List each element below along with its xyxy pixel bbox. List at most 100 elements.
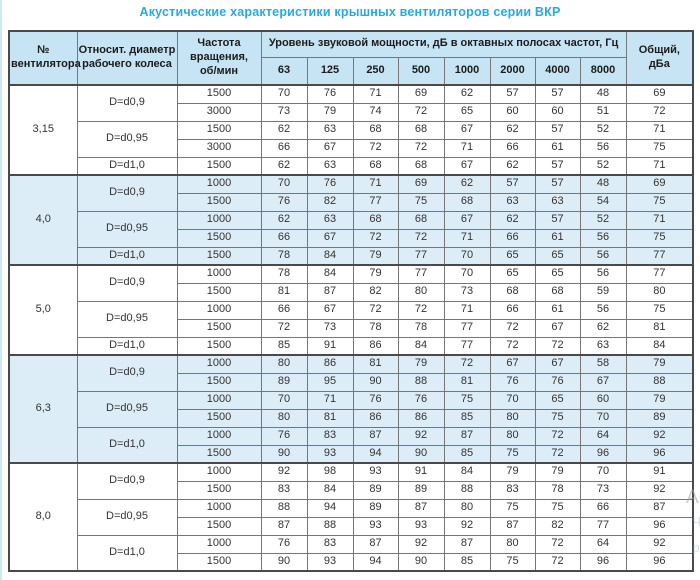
level-cell-250hz: 93 <box>352 462 399 482</box>
total-dba-cell: 96 <box>625 444 694 464</box>
level-cell-1000hz: 80 <box>443 498 491 518</box>
level-cell-1000hz: 77 <box>443 336 491 356</box>
level-cell-2000hz: 67 <box>489 354 536 374</box>
table-row: 1500 89 95 90 88 81 76 76 67 88 <box>9 372 694 392</box>
total-dba-cell: 77 <box>625 264 694 284</box>
level-cell-250hz: 87 <box>352 426 399 446</box>
level-cell-63hz: 76 <box>260 534 308 554</box>
table-row: D=d0,95 1000 88 94 89 87 80 75 75 66 87 <box>9 498 694 536</box>
level-cell-125hz: 83 <box>306 534 354 554</box>
level-cell-63hz: 90 <box>260 444 308 464</box>
speed-cell: 3000 <box>176 138 262 158</box>
speed-cell: 1000 <box>176 534 262 554</box>
level-cell-63hz: 81 <box>260 282 308 302</box>
level-cell-1000hz: 71 <box>443 138 491 158</box>
speed-cell: 1000 <box>176 210 262 230</box>
header-frequency-500: 500 <box>397 56 445 86</box>
level-cell-250hz: 86 <box>352 408 399 428</box>
level-cell-63hz: 62 <box>260 156 308 176</box>
total-dba-cell: 92 <box>625 426 694 446</box>
level-cell-4000hz: 78 <box>534 480 581 500</box>
level-cell-2000hz: 80 <box>489 426 536 446</box>
total-dba-cell: 92 <box>625 534 694 554</box>
total-dba-cell: 79 <box>625 390 694 410</box>
level-cell-63hz: 76 <box>260 192 308 212</box>
level-cell-250hz: 68 <box>352 210 399 230</box>
speed-cell: 1000 <box>176 462 262 482</box>
total-dba-cell: 75 <box>625 138 694 158</box>
level-cell-1000hz: 92 <box>443 516 491 536</box>
diameter-cell: D=d1,0 <box>76 426 178 464</box>
level-cell-63hz: 70 <box>260 84 308 104</box>
level-cell-125hz: 98 <box>306 462 354 482</box>
speed-cell: 1000 <box>176 390 262 410</box>
speed-cell: 1500 <box>176 552 262 572</box>
level-cell-4000hz: 72 <box>534 534 581 554</box>
total-dba-cell: 84 <box>625 336 694 356</box>
level-cell-500hz: 72 <box>397 138 445 158</box>
header-fan-number: № вентилятора <box>8 30 81 86</box>
speed-cell: 1500 <box>176 516 262 536</box>
diameter-cell: D=d1,0 <box>76 156 178 176</box>
total-dba-cell: 75 <box>625 192 694 212</box>
level-cell-1000hz: 84 <box>443 462 491 482</box>
level-cell-63hz: 66 <box>260 300 308 320</box>
page-left-edge-strip <box>0 0 2 580</box>
table-row: 1500 90 93 94 90 85 75 72 96 96 <box>9 444 694 464</box>
level-cell-8000hz: 73 <box>579 480 627 500</box>
level-cell-8000hz: 58 <box>579 354 627 374</box>
diameter-cell: D=d0,9 <box>76 462 178 500</box>
speed-cell: 1500 <box>176 318 262 338</box>
level-cell-2000hz: 62 <box>489 210 536 230</box>
level-cell-1000hz: 87 <box>443 426 491 446</box>
total-dba-cell: 96 <box>625 516 694 536</box>
level-cell-4000hz: 67 <box>534 318 581 338</box>
fan-number-cell: 6,3 <box>8 354 78 464</box>
level-cell-250hz: 81 <box>352 354 399 374</box>
table-row: 4,0 D=d0,9 1000 70 76 71 69 62 57 57 48 69 <box>8 174 694 266</box>
total-dba-cell: 69 <box>625 174 694 194</box>
total-dba-cell: 75 <box>625 228 694 248</box>
speed-cell: 1500 <box>176 156 262 176</box>
level-cell-4000hz: 60 <box>534 102 581 122</box>
fan-number-cell: 8,0 <box>8 462 78 572</box>
level-cell-8000hz: 70 <box>579 462 627 482</box>
level-cell-4000hz: 61 <box>534 138 581 158</box>
level-cell-500hz: 88 <box>397 372 445 392</box>
header-frequency-row: 63 125 250 500 1000 2000 4000 8000 <box>9 56 693 86</box>
level-cell-250hz: 87 <box>352 534 399 554</box>
level-cell-250hz: 71 <box>352 84 399 104</box>
level-cell-1000hz: 85 <box>443 552 491 572</box>
level-cell-250hz: 90 <box>352 372 399 392</box>
level-cell-125hz: 79 <box>306 102 354 122</box>
level-cell-500hz: 89 <box>397 480 445 500</box>
level-cell-8000hz: 59 <box>579 282 627 302</box>
speed-cell: 1000 <box>176 300 262 320</box>
total-dba-cell: 75 <box>625 300 694 320</box>
level-cell-500hz: 77 <box>397 264 445 284</box>
table-row: 5,0 D=d0,9 1000 78 84 79 77 70 65 65 56 77 <box>8 264 694 356</box>
page-title: Акустические характеристики крышных вент… <box>139 5 561 19</box>
level-cell-500hz: 80 <box>397 282 445 302</box>
total-dba-cell: 89 <box>625 408 694 428</box>
table-row: D=d1,0 1000 76 83 87 92 87 80 72 64 92 <box>9 426 694 464</box>
total-dba-cell: 71 <box>625 156 694 176</box>
speed-cell: 1500 <box>176 372 262 392</box>
level-cell-63hz: 73 <box>260 102 308 122</box>
level-cell-500hz: 77 <box>397 246 445 266</box>
level-cell-8000hz: 70 <box>579 408 627 428</box>
table-row: 1500 81 87 82 80 73 68 68 59 80 <box>9 282 694 302</box>
diameter-cell: D=d0,95 <box>76 390 178 428</box>
level-cell-4000hz: 72 <box>534 426 581 446</box>
level-cell-4000hz: 57 <box>534 120 581 140</box>
table-row: D=d0,95 1000 70 71 76 76 75 70 65 60 79 <box>9 390 694 428</box>
level-cell-63hz: 88 <box>260 498 308 518</box>
level-cell-125hz: 81 <box>306 408 354 428</box>
level-cell-8000hz: 96 <box>579 552 627 572</box>
diameter-cell: D=d1,0 <box>76 246 178 266</box>
speed-cell: 3000 <box>176 102 262 122</box>
level-cell-250hz: 79 <box>352 264 399 284</box>
level-cell-125hz: 63 <box>306 120 354 140</box>
diameter-cell: D=d0,9 <box>76 174 178 212</box>
table-row: 3,15 D=d0,9 1500 70 76 71 69 62 57 57 48 69 <box>8 84 694 176</box>
